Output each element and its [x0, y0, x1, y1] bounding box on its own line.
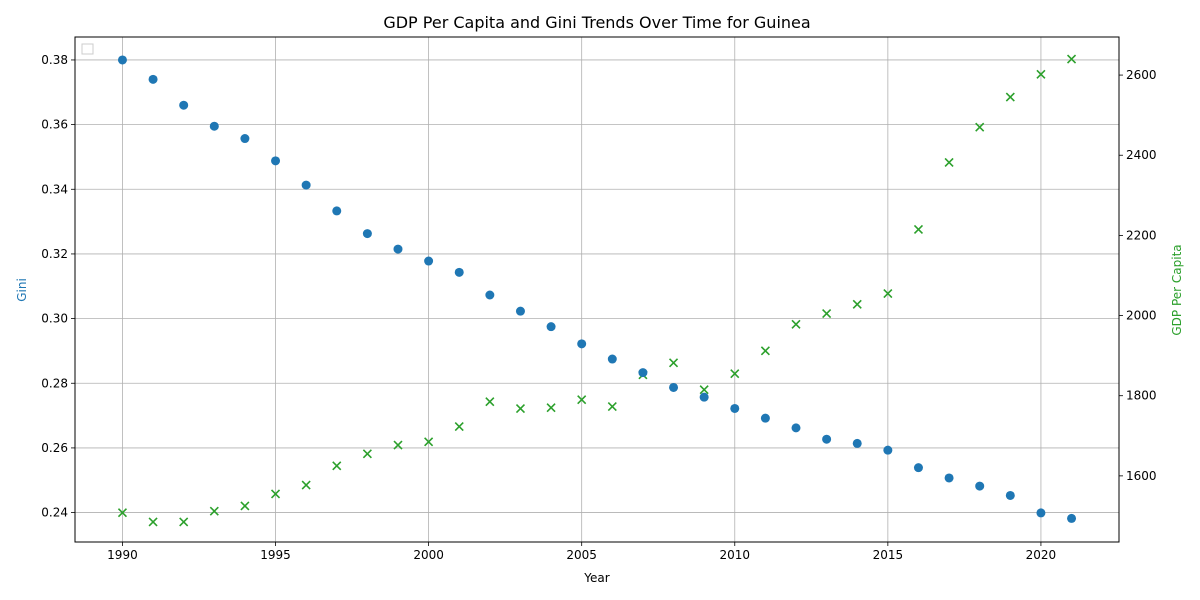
gini-point — [209, 121, 219, 131]
gdp-point — [424, 437, 434, 447]
gini-point — [271, 156, 281, 166]
gdp-point — [270, 489, 281, 499]
grid — [75, 37, 1119, 542]
right-y-tick-label: 2200 — [1126, 228, 1157, 242]
gini-point — [332, 206, 342, 216]
gdp-point — [668, 358, 679, 368]
ticks: 1990 1995 2000 2005 2010 2015 2020 0.24 0.26 0.28… — [41, 53, 1156, 562]
gini-point — [913, 463, 923, 473]
gdp-point — [730, 369, 740, 379]
gini-point — [148, 74, 158, 84]
left-axis-title: Gini — [15, 278, 29, 302]
gdp-point — [822, 308, 832, 319]
gini-point — [179, 100, 189, 110]
gdp-point — [209, 506, 219, 516]
right-y-tick-label: 2600 — [1126, 68, 1157, 82]
plot-frame — [74, 36, 1120, 543]
gini-point — [607, 354, 617, 364]
x-tick-label: 2000 — [413, 548, 444, 562]
gini-point — [822, 434, 832, 444]
gini-point — [1005, 490, 1015, 500]
right-y-tick-label: 1600 — [1126, 469, 1157, 483]
gini-point — [454, 267, 464, 277]
gini-point — [515, 306, 525, 316]
right-y-tick-label: 2000 — [1126, 309, 1157, 323]
x-tick-label: 1990 — [107, 548, 138, 562]
gdp-point — [240, 501, 250, 511]
x-tick-label: 2010 — [719, 548, 750, 562]
gdp-point — [883, 288, 893, 299]
gdp-point — [179, 517, 189, 527]
x-tick-label: 2020 — [1026, 548, 1057, 562]
gini-point — [883, 445, 893, 455]
gdp-point — [515, 403, 526, 414]
left-y-tick-label: 0.26 — [41, 441, 68, 455]
gini-point — [975, 481, 985, 491]
gdp-point — [1066, 54, 1077, 64]
gini-point — [577, 339, 587, 349]
left-y-tick-label: 0.34 — [41, 182, 68, 196]
gini-point — [791, 423, 801, 433]
left-y-tick-label: 0.28 — [41, 376, 68, 390]
gdp-point — [362, 449, 372, 459]
gini-point — [546, 322, 556, 332]
gini-point — [669, 382, 679, 392]
gini-series — [117, 55, 1077, 523]
gdp-point — [148, 517, 158, 527]
gdp-point — [760, 346, 770, 356]
gini-point — [393, 244, 403, 254]
gdp-point — [1005, 92, 1015, 102]
gdp-point — [393, 440, 403, 450]
left-y-tick-label: 0.24 — [41, 506, 68, 520]
gdp-point — [791, 319, 801, 329]
right-y-tick-label: 1800 — [1126, 389, 1157, 403]
x-tick-label: 2005 — [566, 548, 597, 562]
gdp-point — [577, 395, 587, 405]
gini-point — [852, 438, 862, 448]
gini-point — [760, 413, 770, 423]
gini-point — [638, 368, 648, 378]
gdp-point — [1036, 69, 1046, 79]
gini-point — [1067, 513, 1077, 523]
left-y-tick-label: 0.30 — [41, 312, 68, 326]
chart-title: GDP Per Capita and Gini Trends Over Time… — [383, 13, 810, 32]
gdp-point — [485, 397, 495, 407]
gdp-point — [699, 385, 709, 395]
gdp-point — [117, 508, 128, 518]
gdp-point — [332, 461, 342, 471]
gdp-point — [975, 122, 985, 132]
gini-point — [362, 229, 372, 239]
gini-point — [1036, 508, 1046, 518]
x-axis-title: Year — [583, 571, 609, 585]
left-y-tick-label: 0.32 — [41, 247, 68, 261]
x-tick-label: 1995 — [260, 548, 291, 562]
gini-point — [699, 392, 709, 402]
gini-point — [730, 403, 740, 413]
gdp-point — [852, 299, 862, 309]
gini-point — [240, 134, 250, 144]
left-y-tick-label: 0.36 — [41, 118, 68, 132]
legend-box — [81, 43, 94, 55]
gdp-point — [944, 157, 954, 168]
gdp-point — [454, 422, 464, 432]
right-axis-title: GDP Per Capita — [1170, 244, 1184, 335]
left-y-tick-label: 0.38 — [41, 53, 68, 67]
gdp-point — [607, 401, 617, 412]
gini-point — [485, 290, 495, 300]
gini-point — [301, 180, 311, 190]
gdp-point — [301, 480, 311, 490]
x-tick-label: 2015 — [873, 548, 904, 562]
gini-point — [117, 55, 127, 65]
gdp-point — [913, 224, 924, 234]
gdp-point — [546, 403, 556, 413]
gini-point — [424, 256, 434, 266]
right-y-tick-label: 2400 — [1126, 148, 1157, 162]
gini-point — [944, 473, 954, 483]
